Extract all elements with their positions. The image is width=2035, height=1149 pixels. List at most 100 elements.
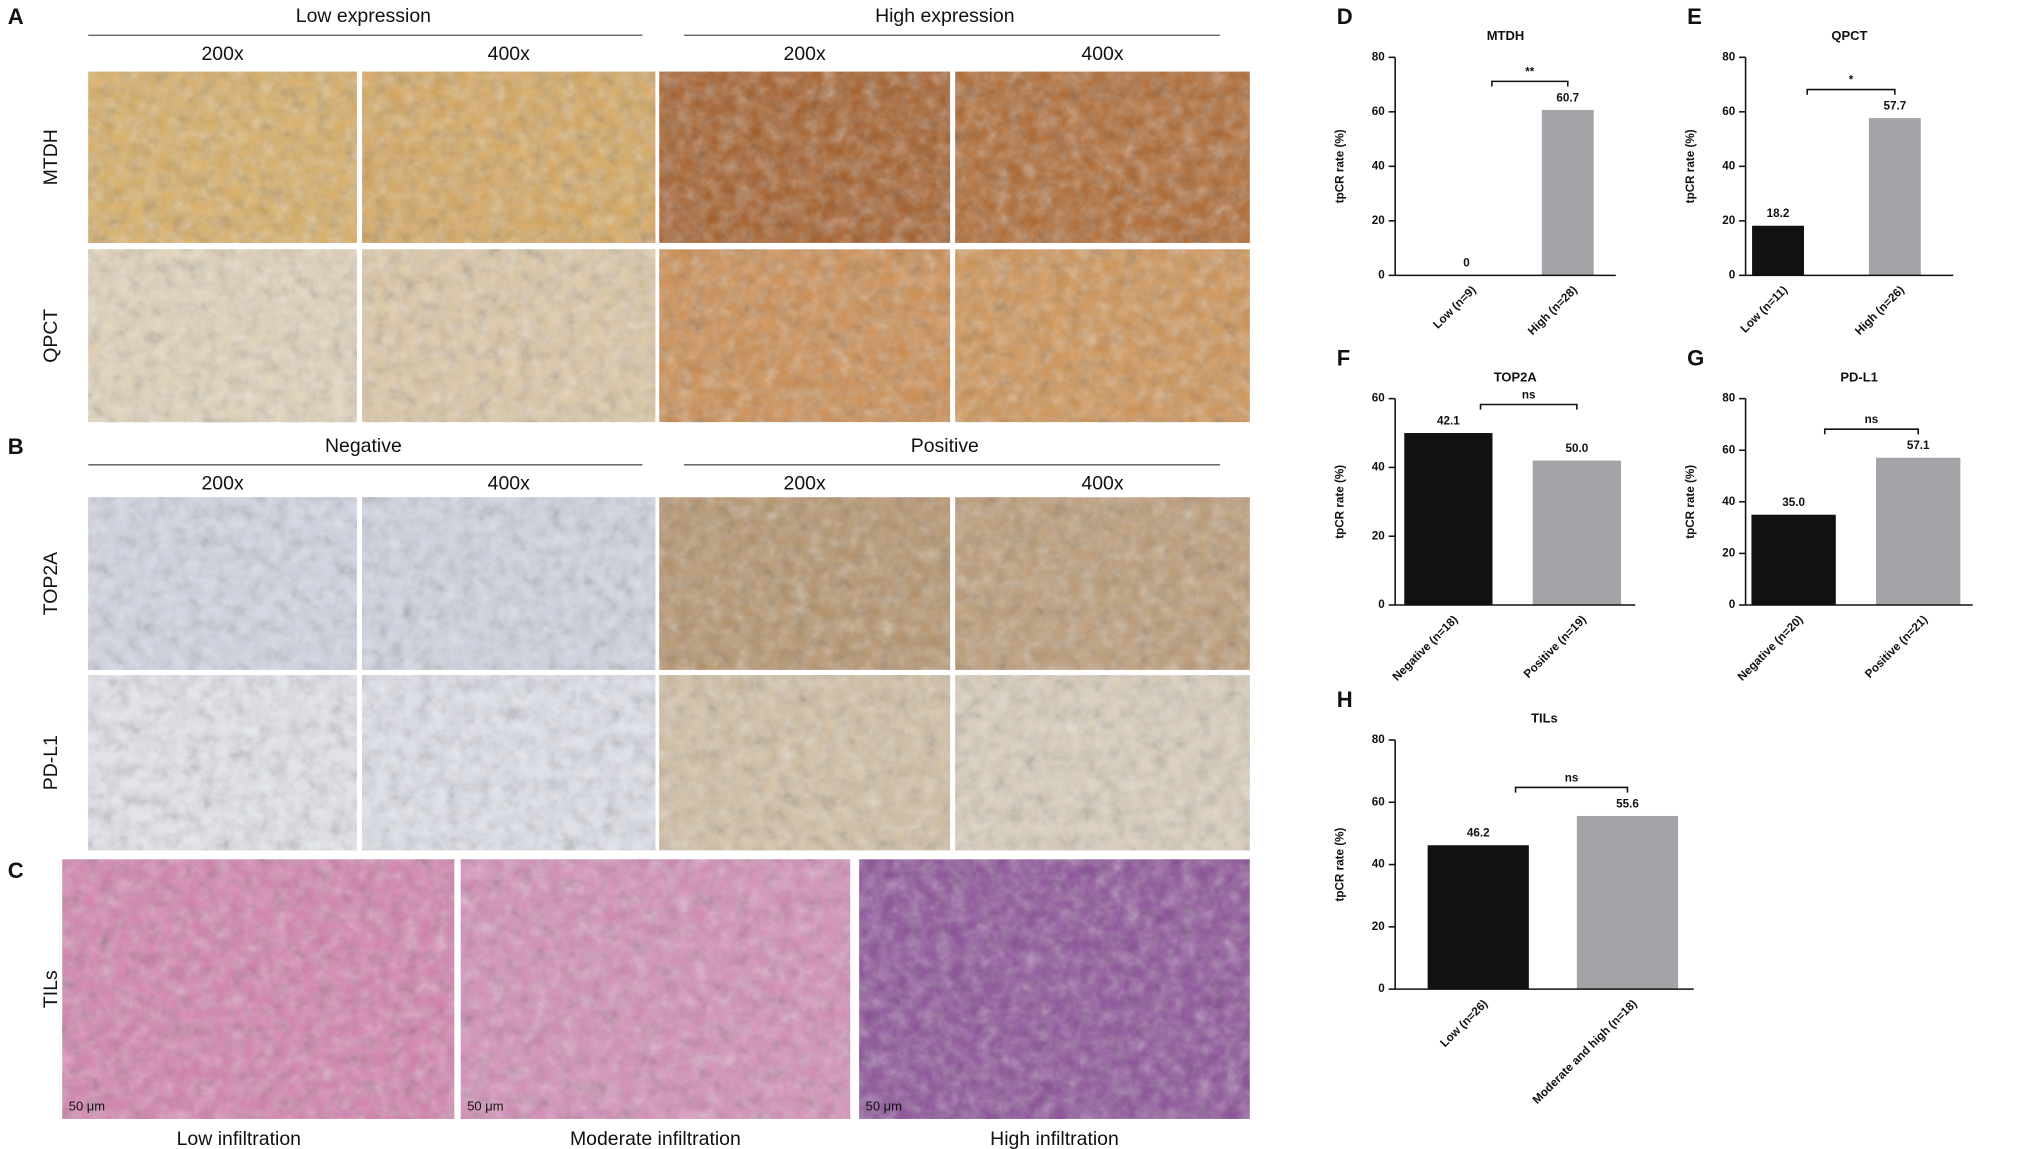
y-tick-label: 40 <box>1372 858 1385 871</box>
bar <box>1532 460 1621 605</box>
scale-bar: 50 μm <box>467 1099 503 1114</box>
magnification: 400x <box>488 472 530 494</box>
y-tick-label: 20 <box>1372 214 1385 227</box>
x-tick-label: Negative (n=18) <box>1390 613 1461 684</box>
chart-title: QPCT <box>1831 28 1867 43</box>
scale-bar: 50 μm <box>69 1099 105 1114</box>
x-tick-label: Negative (n=20) <box>1735 613 1806 684</box>
micrograph-texture <box>659 497 951 670</box>
y-tick-label: 0 <box>1378 982 1385 995</box>
row-label: TOP2A <box>40 552 62 615</box>
bar <box>1576 815 1679 990</box>
caption: High infiltration <box>990 1128 1119 1149</box>
magnification: 400x <box>1081 43 1123 65</box>
significance-bracket <box>1823 428 1919 435</box>
significance: ns <box>1865 413 1879 426</box>
y-axis-label: tpCR rate (%) <box>1334 465 1347 539</box>
micrograph-texture <box>955 249 1250 423</box>
micrograph-texture <box>88 675 357 851</box>
row-label: MTDH <box>40 129 62 185</box>
significance: ns <box>1522 388 1536 401</box>
micrograph-texture <box>88 497 357 670</box>
y-tick-label: 60 <box>1372 795 1385 808</box>
micrograph-texture <box>460 859 851 1119</box>
y-tick-label: 20 <box>1372 920 1385 933</box>
bar <box>1427 845 1529 990</box>
y-axis-label: tpCR rate (%) <box>1684 465 1697 539</box>
panel-letter: G <box>1687 346 1704 371</box>
significance: * <box>1849 74 1854 87</box>
micrograph-texture <box>659 71 951 243</box>
panel-letter: C <box>8 858 24 883</box>
row-label: TILs <box>40 970 62 1008</box>
x-tick-label: Low (n=26) <box>1438 997 1491 1050</box>
panel-letter: B <box>8 434 24 459</box>
magnification: 400x <box>1081 472 1123 494</box>
value-label: 55.6 <box>1616 797 1639 810</box>
row-label: PD-L1 <box>40 735 62 790</box>
row-label: QPCT <box>40 309 62 363</box>
micrograph-texture <box>362 71 656 243</box>
x-tick-label: Positive (n=19) <box>1521 613 1589 681</box>
value-label: 57.7 <box>1883 99 1906 112</box>
x-tick-label: Low (n=11) <box>1738 283 1790 335</box>
y-tick-label: 80 <box>1372 50 1385 63</box>
bar <box>1404 433 1493 605</box>
y-axis-label: tpCR rate (%) <box>1334 129 1347 203</box>
significance: ns <box>1565 771 1579 784</box>
magnification: 400x <box>488 43 530 65</box>
y-tick-label: 40 <box>1722 159 1735 172</box>
value-label: 46.2 <box>1467 827 1490 840</box>
micrograph-texture <box>362 675 656 851</box>
annotation: 50.0 <box>1566 442 1589 455</box>
y-axis-label: tpCR rate (%) <box>1334 827 1347 901</box>
micrograph-texture <box>659 675 951 851</box>
bar <box>1541 109 1594 276</box>
bar <box>1876 457 1961 605</box>
y-tick-label: 60 <box>1722 105 1735 118</box>
panel-letter: D <box>1337 4 1353 29</box>
caption: Moderate infiltration <box>570 1128 741 1149</box>
y-tick-label: 40 <box>1722 495 1735 508</box>
y-tick-label: 20 <box>1722 214 1735 227</box>
value-label: 35.0 <box>1782 496 1805 509</box>
x-tick-label: Low (n=9) <box>1431 283 1479 331</box>
micrograph-texture <box>955 497 1250 670</box>
panel-letter: H <box>1337 687 1353 712</box>
y-tick-label: 40 <box>1372 159 1385 172</box>
group-title: High expression <box>875 5 1015 27</box>
chart-title: TOP2A <box>1494 369 1538 384</box>
bar <box>1868 118 1921 276</box>
chart-title: PD-L1 <box>1840 369 1877 384</box>
chart-title: TILs <box>1531 711 1558 726</box>
group-title: Positive <box>911 435 979 457</box>
y-tick-label: 0 <box>1378 268 1385 281</box>
panel-letter: E <box>1687 4 1702 29</box>
panel-letter: F <box>1337 346 1350 371</box>
micrograph-texture <box>859 859 1250 1119</box>
x-tick-label: High (n=28) <box>1525 283 1579 337</box>
y-tick-label: 40 <box>1372 461 1385 474</box>
y-tick-label: 80 <box>1722 50 1735 63</box>
y-tick-label: 60 <box>1372 392 1385 405</box>
y-tick-label: 0 <box>1729 598 1736 611</box>
value-label: 60.7 <box>1556 91 1579 104</box>
value-label: 0 <box>1463 257 1470 270</box>
x-tick-label: Moderate and high (n=18) <box>1530 997 1639 1106</box>
group-title: Negative <box>325 435 402 457</box>
magnification: 200x <box>784 43 826 65</box>
group-title: Low expression <box>296 5 431 27</box>
y-tick-label: 80 <box>1722 392 1735 405</box>
magnification: 200x <box>201 43 243 65</box>
value-label: 57.1 <box>1907 439 1930 452</box>
panel-letter: A <box>8 4 24 29</box>
micrograph-texture <box>88 71 357 243</box>
micrograph-texture <box>659 249 951 423</box>
micrograph-texture <box>362 497 656 670</box>
significance-bracket <box>1479 403 1578 410</box>
x-tick-label: High (n=26) <box>1853 283 1907 337</box>
significance-bracket <box>1806 88 1896 95</box>
significance-bracket <box>1491 80 1569 87</box>
y-tick-label: 0 <box>1378 598 1385 611</box>
